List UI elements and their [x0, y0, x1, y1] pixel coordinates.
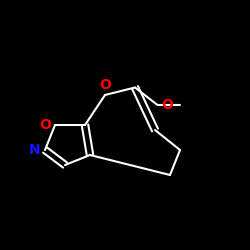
Text: N: N: [29, 143, 41, 157]
Text: O: O: [99, 78, 111, 92]
Text: O: O: [162, 98, 173, 112]
Text: O: O: [39, 118, 51, 132]
